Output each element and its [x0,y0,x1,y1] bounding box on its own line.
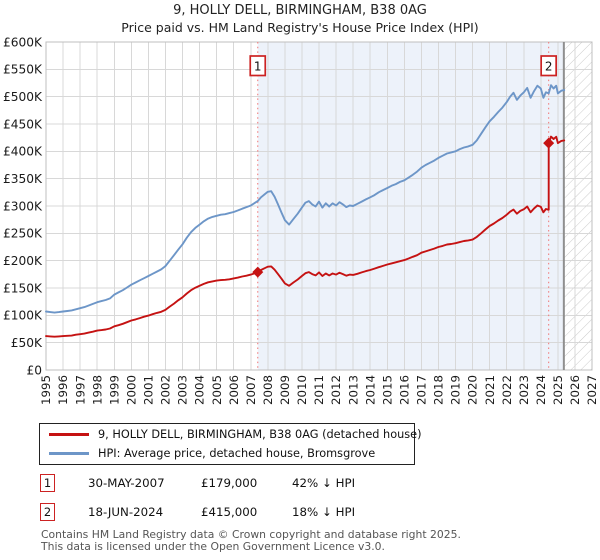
x-tick-label: 2016 [397,375,411,405]
x-tick-label: 2011 [312,375,326,405]
x-tick-label: 2020 [466,375,480,405]
sale-annotation-1: 1 30-MAY-2007 £179,000 42% ↓ HPI [40,474,580,495]
legend-item-property: 9, HOLLY DELL, BIRMINGHAM, B38 0AG (deta… [40,427,422,443]
sale-marker-box-label-1: 1 [254,60,262,74]
page-title: 9, HOLLY DELL, BIRMINGHAM, B38 0AG [173,3,427,18]
sale-2-marker-badge: 2 [40,503,55,521]
x-tick-label: 2007 [244,375,258,405]
price-chart: 1 2 £0 £50K £100K £150K £200K £250K £300K £350K £4… [3,35,599,405]
x-tick-label: 2026 [568,375,582,405]
sale-1-date: 30-MAY-2007 [88,476,165,490]
property-price-line [45,135,566,338]
x-tick-label: 2013 [346,375,360,405]
sale-1-marker-badge: 1 [40,474,55,492]
chart-legend: 9, HOLLY DELL, BIRMINGHAM, B38 0AG (deta… [39,423,422,465]
x-tick-label: 1997 [73,375,87,405]
sale-1-hpi-diff: 42% ↓ HPI [292,476,356,490]
y-tick-label: £0 [26,363,42,377]
sale-marker-diamond-2 [543,137,555,149]
hpi-line [45,84,566,314]
sale-marker-box-2 [540,55,558,77]
sale-annotation-2: 2 18-JUN-2024 £415,000 18% ↓ HPI [40,503,580,524]
x-tick-label: 2005 [210,375,224,405]
page-subtitle: Price paid vs. HM Land Registry's House … [121,20,479,35]
property-line-sample-icon [49,433,89,436]
x-tick-label: 1995 [39,375,53,405]
x-tick-label: 2015 [380,375,394,405]
x-tick-label: 2010 [295,375,309,405]
sale-2-price: £415,000 [201,505,258,519]
x-tick-label: 1996 [56,375,70,405]
x-tick-label: 2021 [483,375,497,405]
footer-line-1: Contains HM Land Registry data © Crown c… [41,528,461,541]
x-tick-label: 2001 [142,375,156,405]
plot-border [45,41,593,371]
x-tick-label: 2024 [534,375,548,405]
license-footer: Contains HM Land Registry data © Crown c… [41,528,461,554]
x-tick-label: 2008 [261,375,275,405]
sale-marker-diamond-1 [252,266,264,278]
x-tick-label: 2025 [551,375,565,405]
y-tick-label: £550K [3,63,43,77]
x-tick-label: 2009 [278,375,292,405]
sale-2-hpi-diff: 18% ↓ HPI [292,505,356,519]
x-tick-label: 2006 [227,375,241,405]
footer-line-2: This data is licensed under the Open Gov… [41,540,385,554]
x-tick-label: 2004 [193,375,207,405]
hpi-line-sample-icon [49,452,89,455]
sale-marker-box-label-2: 2 [545,60,553,74]
x-tick-label: 2023 [517,375,531,405]
x-tick-label: 2027 [585,375,599,405]
y-tick-label: £100K [3,309,43,323]
x-tick-label: 2002 [159,375,173,405]
x-tick-label: 2000 [124,375,138,405]
x-tick-label: 2003 [176,375,190,405]
y-tick-label: £600K [3,35,43,49]
sale-1-price: £179,000 [201,476,258,490]
y-tick-label: £150K [3,281,43,295]
y-tick-label: £50K [11,336,43,350]
x-tick-label: 2019 [449,375,463,405]
y-tick-label: £250K [3,227,43,241]
x-tick-label: 2014 [363,375,377,405]
y-tick-label: £500K [3,90,43,104]
sale-2-date: 18-JUN-2024 [88,505,164,519]
x-tick-label: 2018 [432,375,446,405]
x-tick-label: 1999 [107,375,121,405]
y-tick-label: £200K [3,254,43,268]
y-tick-label: £350K [3,172,43,186]
legend-item-hpi: HPI: Average price, detached house, Brom… [40,446,414,462]
legend-label-hpi: HPI: Average price, detached house, Brom… [98,447,376,460]
y-tick-label: £300K [3,199,43,213]
x-tick-label: 2017 [415,375,429,405]
sale-marker-box-1 [249,55,267,77]
y-tick-label: £450K [3,117,43,131]
legend-label-property: 9, HOLLY DELL, BIRMINGHAM, B38 0AG (deta… [98,428,422,441]
y-tick-label: £400K [3,145,43,159]
x-tick-label: 2022 [500,375,514,405]
x-tick-label: 2012 [329,375,343,405]
x-tick-label: 1998 [90,375,104,405]
